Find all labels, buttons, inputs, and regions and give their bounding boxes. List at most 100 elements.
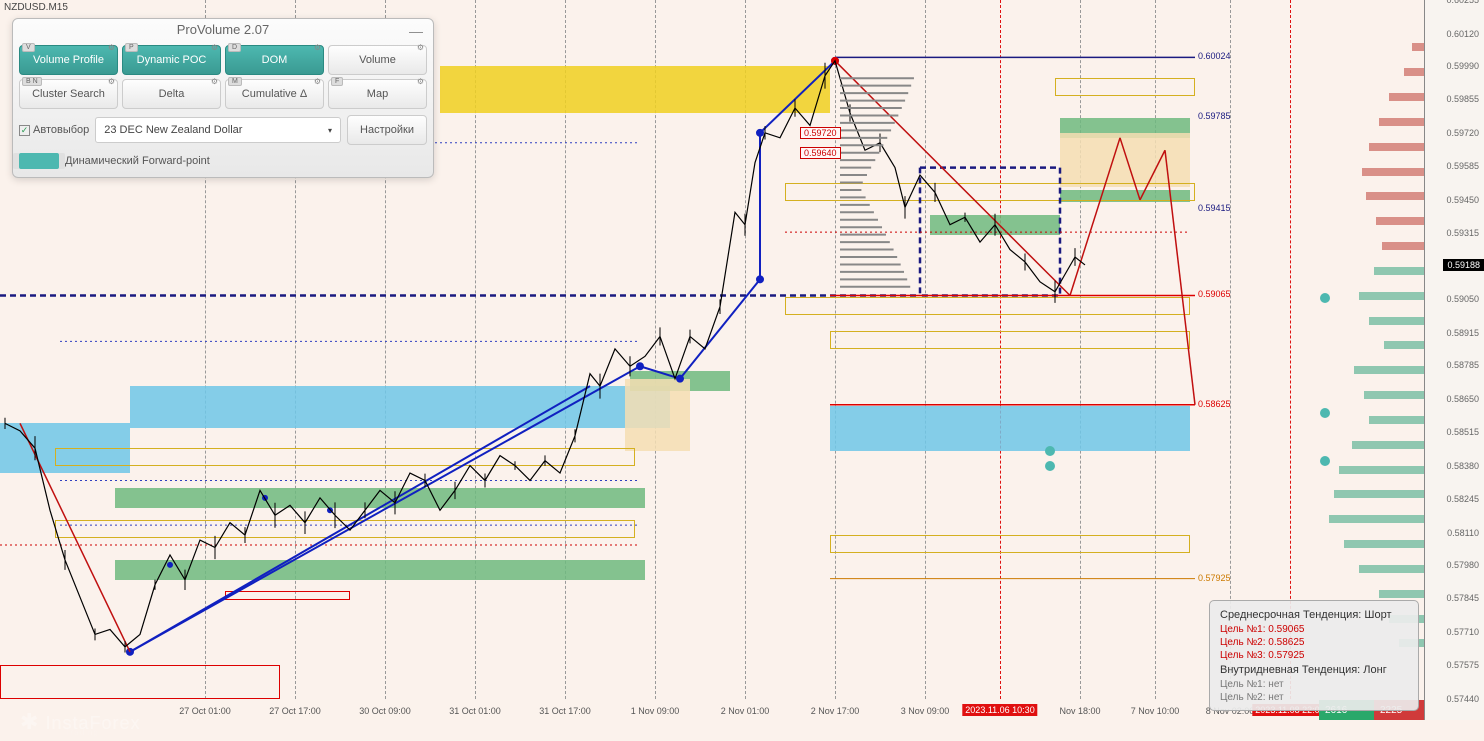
price-label: 0.59720 bbox=[800, 127, 841, 139]
grid-line bbox=[835, 0, 836, 699]
volume-bar bbox=[1369, 317, 1424, 325]
x-tick: 30 Oct 09:00 bbox=[359, 706, 411, 716]
gear-icon[interactable]: ⚙ bbox=[314, 77, 321, 86]
y-tick: 0.57980 bbox=[1446, 560, 1479, 570]
mid-trend-label: Среднесрочная Тенденция: Шорт bbox=[1220, 607, 1408, 623]
y-tick: 0.60255 bbox=[1446, 0, 1479, 5]
y-tick: 0.58650 bbox=[1446, 394, 1479, 404]
x-tick: 27 Oct 17:00 bbox=[269, 706, 321, 716]
y-tick: 0.59450 bbox=[1446, 195, 1479, 205]
volume-bar bbox=[1404, 68, 1424, 76]
y-tick: 0.59855 bbox=[1446, 94, 1479, 104]
chevron-down-icon: ▾ bbox=[328, 126, 332, 135]
poc-dot bbox=[1045, 446, 1055, 456]
settings-button[interactable]: Настройки bbox=[347, 115, 427, 145]
yellow-box bbox=[830, 331, 1190, 349]
cluster-search-button[interactable]: B N⚙Cluster Search bbox=[19, 79, 118, 109]
tab-badge: M bbox=[228, 77, 242, 86]
price-label: 0.59640 bbox=[800, 147, 841, 159]
cumulative-δ-button[interactable]: M⚙Cumulative Δ bbox=[225, 79, 324, 109]
volume-bar bbox=[1334, 490, 1424, 498]
volume-bar bbox=[1339, 466, 1424, 474]
yellow-box bbox=[785, 297, 1190, 315]
tab-badge: P bbox=[125, 43, 138, 52]
price-label: 0.59415 bbox=[1195, 203, 1234, 213]
y-tick: 0.58110 bbox=[1447, 528, 1479, 538]
delta-button[interactable]: ⚙Delta bbox=[122, 79, 221, 109]
y-tick: 0.57575 bbox=[1446, 660, 1479, 670]
grid-line bbox=[1000, 0, 1001, 699]
y-tick: 0.58380 bbox=[1446, 461, 1479, 471]
y-tick: 0.57440 bbox=[1446, 694, 1479, 704]
gear-icon[interactable]: ⚙ bbox=[314, 43, 321, 52]
panel-title: ProVolume 2.07 — bbox=[13, 19, 433, 43]
gear-icon[interactable]: ⚙ bbox=[211, 43, 218, 52]
gear-icon[interactable]: ⚙ bbox=[417, 77, 424, 86]
forward-point-toggle[interactable] bbox=[19, 153, 59, 169]
yellow-box bbox=[830, 535, 1190, 553]
price-label: 0.59065 bbox=[1195, 289, 1234, 299]
target-1: Цель №1: 0.59065 bbox=[1220, 623, 1408, 636]
gear-icon[interactable]: ⚙ bbox=[108, 77, 115, 86]
price-zone bbox=[930, 215, 1060, 235]
y-tick: 0.59315 bbox=[1446, 228, 1479, 238]
tab-badge: D bbox=[228, 43, 241, 52]
grid-line bbox=[1230, 0, 1231, 699]
price-zone bbox=[0, 665, 280, 699]
panel-minimize-icon[interactable]: — bbox=[409, 23, 423, 39]
grid-line bbox=[1155, 0, 1156, 699]
dynamic-poc-button[interactable]: P⚙Dynamic POC bbox=[122, 45, 221, 75]
gear-icon[interactable]: ⚙ bbox=[211, 77, 218, 86]
yellow-box bbox=[55, 520, 635, 538]
y-tick: 0.58245 bbox=[1446, 494, 1479, 504]
target-2: Цель №2: 0.58625 bbox=[1220, 636, 1408, 649]
volume-profile-button[interactable]: V⚙Volume Profile bbox=[19, 45, 118, 75]
gear-icon[interactable]: ⚙ bbox=[108, 43, 115, 52]
target-3: Цель №3: 0.57925 bbox=[1220, 649, 1408, 662]
volume-bar bbox=[1379, 590, 1424, 598]
map-button[interactable]: F⚙Map bbox=[328, 79, 427, 109]
volume-bar bbox=[1376, 217, 1424, 225]
y-tick: 0.58515 bbox=[1446, 427, 1479, 437]
x-tick: 31 Oct 01:00 bbox=[449, 706, 501, 716]
y-tick: 0.60120 bbox=[1446, 29, 1479, 39]
x-tick: 3 Nov 09:00 bbox=[901, 706, 950, 716]
x-tick: 2023.11.06 10:30 bbox=[962, 704, 1037, 716]
price-label: 0.59785 bbox=[1195, 111, 1234, 121]
poc-dot bbox=[1045, 461, 1055, 471]
current-price-marker: 0.59188 bbox=[1443, 259, 1484, 271]
volume-bar bbox=[1412, 43, 1424, 51]
y-axis: 0.602550.601200.599900.598550.597200.595… bbox=[1424, 0, 1484, 720]
trend-panel: Среднесрочная Тенденция: Шорт Цель №1: 0… bbox=[1209, 600, 1419, 711]
volume-bar bbox=[1379, 118, 1424, 126]
x-tick: 2 Nov 17:00 bbox=[811, 706, 860, 716]
volume-bar bbox=[1364, 391, 1424, 399]
x-tick: 1 Nov 09:00 bbox=[631, 706, 680, 716]
y-tick: 0.59050 bbox=[1446, 294, 1479, 304]
y-tick: 0.59720 bbox=[1446, 128, 1479, 138]
provolume-panel[interactable]: ProVolume 2.07 — V⚙Volume ProfileP⚙Dynam… bbox=[12, 18, 434, 178]
yellow-box bbox=[1055, 78, 1195, 96]
yellow-box bbox=[55, 448, 635, 466]
check-icon: ✓ bbox=[19, 125, 30, 136]
y-tick: 0.58785 bbox=[1446, 360, 1479, 370]
volume-bar bbox=[1384, 341, 1424, 349]
intra-trend-label: Внутридневная Тенденция: Лонг bbox=[1220, 662, 1408, 678]
x-tick: 27 Oct 01:00 bbox=[179, 706, 231, 716]
price-label: 0.58625 bbox=[1195, 399, 1234, 409]
auto-checkbox[interactable]: ✓ Автовыбор bbox=[19, 124, 89, 136]
x-tick: 2 Nov 01:00 bbox=[721, 706, 770, 716]
price-zone bbox=[225, 591, 350, 600]
price-zone bbox=[115, 488, 645, 508]
x-tick: 31 Oct 17:00 bbox=[539, 706, 591, 716]
volume-button[interactable]: ⚙Volume bbox=[328, 45, 427, 75]
price-zone bbox=[440, 66, 830, 113]
y-tick: 0.59990 bbox=[1446, 61, 1479, 71]
volume-bar bbox=[1354, 366, 1424, 374]
forward-point-row: Динамический Forward-point bbox=[13, 149, 433, 177]
contract-dropdown[interactable]: 23 DEC New Zealand Dollar ▾ bbox=[95, 117, 341, 143]
gear-icon[interactable]: ⚙ bbox=[417, 43, 424, 52]
volume-bar bbox=[1374, 267, 1424, 275]
dom-button[interactable]: D⚙DOM bbox=[225, 45, 324, 75]
tab-badge: B N bbox=[22, 77, 42, 86]
